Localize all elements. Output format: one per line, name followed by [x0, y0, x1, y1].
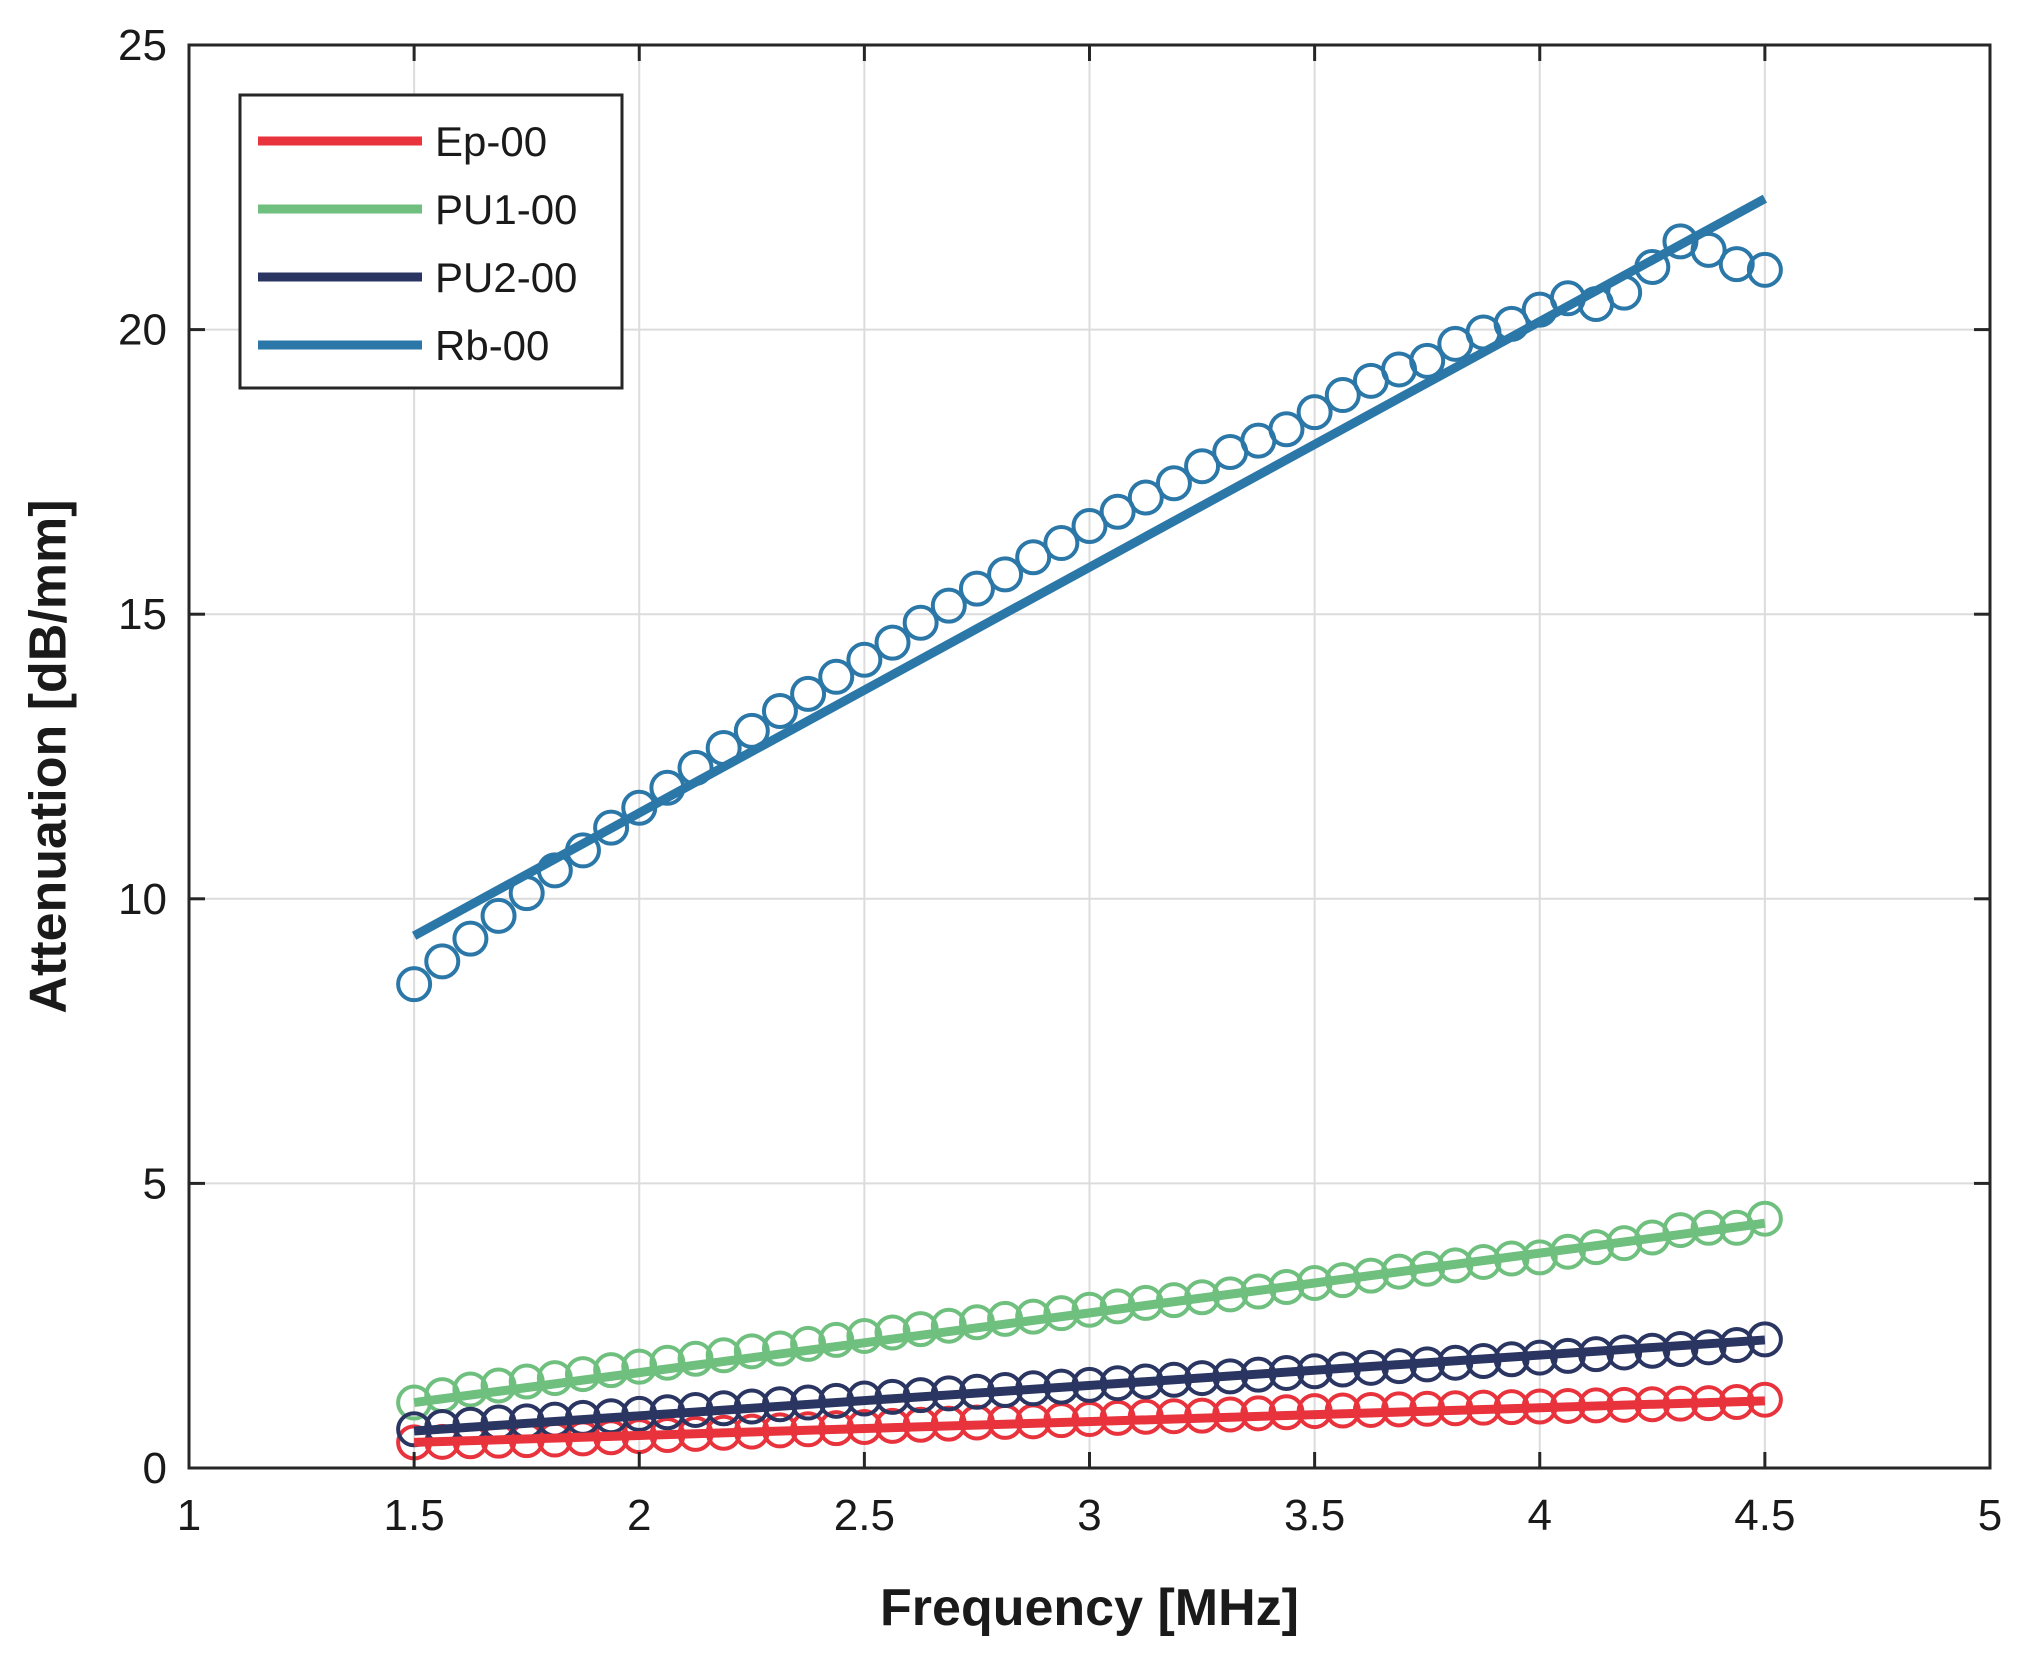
data-point-pu1-00 [846, 1317, 883, 1354]
legend-label-pu2-00: PU2-00 [435, 254, 577, 301]
y-tick-label: 25 [118, 21, 167, 70]
x-axis-title: Frequency [MHz] [880, 1579, 1299, 1637]
data-point-rb-00 [1155, 465, 1192, 502]
y-tick-label: 20 [118, 306, 167, 355]
data-point-rb-00 [1184, 448, 1221, 485]
y-tick-label: 15 [118, 590, 167, 639]
x-tick-label: 5 [1978, 1491, 2002, 1540]
data-point-rb-00 [958, 570, 995, 607]
axis-ticks: 1 1.5 2 2.5 3 3.5 4 4.5 5 0 5 10 15 20 25 [118, 21, 2002, 1540]
data-point-rb-00 [930, 587, 967, 624]
legend: Ep-00 PU1-00 PU2-00 Rb-00 [238, 93, 624, 390]
data-point-rb-00 [874, 624, 911, 661]
data-point-rb-00 [452, 920, 489, 957]
data-point-rb-00 [593, 809, 630, 846]
fit-line-pu1-00 [413, 1218, 1766, 1408]
x-tick-label: 3 [1077, 1491, 1101, 1540]
data-point-rb-00 [987, 556, 1024, 593]
x-tick-label: 1 [177, 1491, 201, 1540]
data-point-rb-00 [790, 675, 827, 712]
data-point-rb-00 [1043, 525, 1080, 562]
x-tick-label: 4 [1528, 1491, 1552, 1540]
data-point-rb-00 [1268, 411, 1305, 448]
y-tick-label: 10 [118, 875, 167, 924]
fit-line-ep-00 [413, 1396, 1766, 1447]
data-point-rb-00 [846, 641, 883, 678]
data-point-pu1-00 [1746, 1200, 1783, 1237]
y-tick-label: 0 [143, 1444, 167, 1493]
data-point-rb-00 [396, 966, 433, 1003]
data-point-rb-00 [1324, 377, 1361, 414]
data-point-rb-00 [818, 658, 855, 695]
legend-label-pu1-00: PU1-00 [435, 186, 577, 233]
data-point-rb-00 [1071, 507, 1108, 544]
x-tick-label: 1.5 [384, 1491, 445, 1540]
data-point-rb-00 [1409, 342, 1446, 379]
legend-label-ep-00: Ep-00 [435, 118, 547, 165]
y-tick-label: 5 [143, 1159, 167, 1208]
fit-line-pu2-00 [413, 1335, 1766, 1436]
fit-line-rb-00 [411, 194, 1768, 940]
data-point-rb-00 [1718, 246, 1755, 283]
data-point-rb-00 [1296, 394, 1333, 431]
x-tick-label: 4.5 [1734, 1491, 1795, 1540]
data-point-rb-00 [761, 692, 798, 729]
x-tick-label: 2 [627, 1491, 651, 1540]
y-axis-title: Attenuation [dB/mm] [20, 499, 78, 1013]
x-tick-label: 3.5 [1284, 1491, 1345, 1540]
data-point-rb-00 [1746, 251, 1783, 288]
x-tick-label: 2.5 [834, 1491, 895, 1540]
legend-label-rb-00: Rb-00 [435, 322, 549, 369]
data-point-rb-00 [1015, 539, 1052, 576]
data-point-rb-00 [424, 943, 461, 980]
data-point-rb-00 [480, 897, 517, 934]
data-point-rb-00 [1099, 493, 1136, 530]
data-point-rb-00 [902, 604, 939, 641]
data-point-rb-00 [1127, 479, 1164, 516]
fit-lines [411, 194, 1768, 1447]
